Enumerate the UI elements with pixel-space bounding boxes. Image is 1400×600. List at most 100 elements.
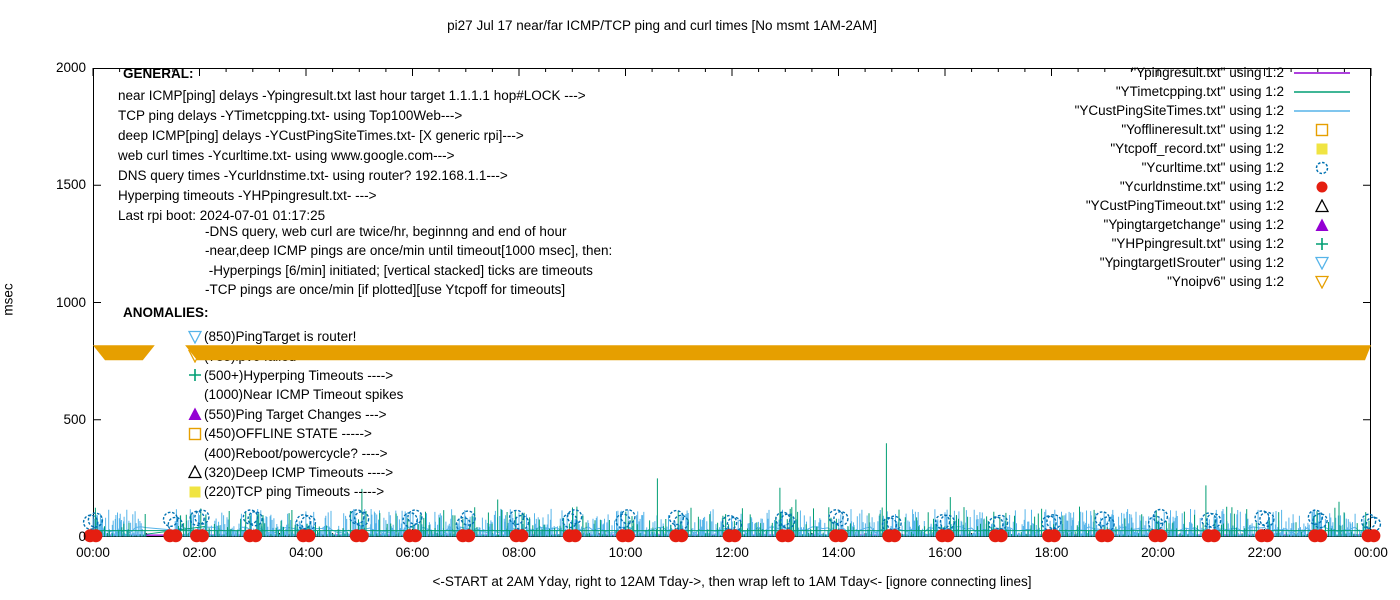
legend-marker (1292, 275, 1352, 289)
anomaly-marker (186, 427, 204, 441)
legend-label: "Yofflineresult.txt" using 1:2 (1121, 122, 1284, 137)
legend-label: "YHPpingresult.txt" using 1:2 (1111, 236, 1284, 251)
plus-marker-icon (189, 369, 201, 382)
anomaly-marker-spacer (186, 388, 204, 402)
legend-marker (1292, 66, 1352, 80)
circle-filled-marker-icon (1316, 181, 1328, 192)
plus-marker-icon (1316, 237, 1328, 250)
anomaly-item: (785)ipv6 failed ----> (186, 346, 403, 365)
square-filled-marker-icon (1316, 143, 1328, 154)
legend-entry: "Ycurltime.txt" using 1:2 (1075, 158, 1352, 177)
legend-label: "Ycurldnstime.txt" using 1:2 (1119, 179, 1284, 194)
tri-down-open-marker-icon (1314, 275, 1330, 289)
x-tick-label: 00:00 (76, 545, 110, 560)
legend-label: "Ytcpoff_record.txt" using 1:2 (1110, 141, 1284, 156)
legend-marker (1292, 104, 1352, 118)
anomaly-text: (1000)Near ICMP Timeout spikes (204, 387, 404, 403)
square-filled-marker-icon (189, 486, 201, 498)
anomaly-text: (400)Reboot/powercycle? ----> (204, 445, 388, 461)
legend-marker (1292, 180, 1352, 194)
legend-marker (1292, 85, 1352, 99)
line-marker-icon (1294, 90, 1350, 93)
anomaly-text: (785)ipv6 failed ----> (204, 348, 326, 364)
anomaly-marker (186, 349, 204, 364)
legend-label: "YCustPingSiteTimes.txt" using 1:2 (1074, 103, 1284, 118)
y-tick-label: 1000 (55, 294, 86, 310)
x-axis-note: <-START at 2AM Yday, right to 12AM Tday-… (432, 574, 1032, 589)
anomaly-text: (320)Deep ICMP Timeouts ----> (204, 464, 394, 480)
anomaly-text: (220)TCP ping Timeouts -----> (204, 484, 385, 500)
legend-marker (1292, 256, 1352, 270)
general-annotation: near ICMP[ping] delays -Ypingresult.txt … (118, 88, 586, 223)
triangle-filled-marker-icon (188, 407, 202, 421)
legend-entry: "YCustPingSiteTimes.txt" using 1:2 (1075, 101, 1352, 120)
anomaly-item: (1000)Near ICMP Timeout spikes (186, 385, 403, 404)
legend-label: "Ycurltime.txt" using 1:2 (1141, 160, 1284, 175)
anomaly-item: (500+)Hyperping Timeouts ----> (186, 366, 403, 385)
chart-title: pi27 Jul 17 near/far ICMP/TCP ping and c… (447, 18, 877, 33)
anomaly-item: (850)PingTarget is router! (186, 327, 403, 346)
x-tick-label: 22:00 (1247, 545, 1282, 560)
general-heading: GENERAL: (123, 66, 194, 81)
x-tick-label: 14:00 (821, 545, 856, 560)
x-tick-label: 08:00 (502, 545, 536, 560)
anomalies-heading: ANOMALIES: (123, 305, 209, 320)
plot-canvas (82, 68, 1382, 543)
line-marker-icon (1294, 71, 1350, 74)
legend-entry: "Ynoipv6" using 1:2 (1075, 272, 1352, 291)
anomaly-text: (550)Ping Target Changes ---> (204, 406, 387, 422)
triangle-filled-marker-icon (1315, 218, 1329, 231)
tri-down-open-marker-icon (187, 330, 203, 345)
anomaly-item: (320)Deep ICMP Timeouts ----> (186, 463, 403, 482)
square-open-marker-icon (188, 427, 202, 440)
y-tick-label: 1500 (55, 177, 86, 193)
legend-entry: "Ycurldnstime.txt" using 1:2 (1075, 177, 1352, 196)
general-notes: -DNS query, web curl are twice/hr, begin… (205, 224, 613, 297)
legend-marker (1292, 218, 1352, 232)
x-tick-label: 04:00 (289, 545, 323, 560)
anomaly-text: (450)OFFLINE STATE -----> (204, 426, 372, 442)
line-marker-icon (1294, 109, 1350, 112)
triangle-open-marker-icon (1314, 198, 1330, 212)
anomaly-marker (186, 485, 204, 499)
x-tick-label: 18:00 (1034, 545, 1069, 560)
plot-area (82, 68, 1382, 543)
x-tick-label: 00:00 (1354, 545, 1388, 560)
x-tick-label: 02:00 (182, 545, 217, 560)
legend-label: "Ynoipv6" using 1:2 (1167, 274, 1284, 289)
anomaly-marker (186, 407, 204, 421)
legend-entry: "Ytcpoff_record.txt" using 1:2 (1075, 139, 1352, 158)
anomaly-marker-spacer (186, 446, 204, 460)
anomaly-item: (220)TCP ping Timeouts -----> (186, 482, 403, 501)
legend-label: "YpingtargetISrouter" using 1:2 (1099, 255, 1284, 270)
legend-label: "YTimetcpping.txt" using 1:2 (1115, 84, 1284, 99)
anomaly-marker (186, 368, 204, 382)
y-tick-label: 500 (63, 411, 86, 427)
y-tick-label: 2000 (55, 60, 86, 75)
legend-entry: "Yofflineresult.txt" using 1:2 (1075, 120, 1352, 139)
x-tick-label: 10:00 (608, 545, 643, 560)
square-open-marker-icon (1315, 123, 1329, 136)
y-tick-label: 0 (78, 529, 86, 544)
tri-down-open-marker-icon (187, 349, 203, 364)
anomaly-text: (500+)Hyperping Timeouts ----> (204, 367, 394, 383)
legend-entry: "YCustPingTimeout.txt" using 1:2 (1075, 196, 1352, 215)
triangle-open-marker-icon (187, 465, 203, 479)
anomaly-item: (550)Ping Target Changes ---> (186, 405, 403, 424)
legend: "Ypingresult.txt" using 1:2 "YTimetcpping… (1075, 63, 1352, 291)
legend-entry: "YHPpingresult.txt" using 1:2 (1075, 234, 1352, 253)
legend-entry: "Ypingtargetchange" using 1:2 (1075, 215, 1352, 234)
anomalies-annotation: (850)PingTarget is router! (785)ipv6 fail… (186, 327, 403, 502)
anomaly-text: (850)PingTarget is router! (204, 329, 357, 345)
tri-down-open-marker-icon (1314, 256, 1330, 270)
anomaly-item: (450)OFFLINE STATE -----> (186, 424, 403, 443)
legend-marker (1292, 142, 1352, 156)
x-tick-label: 16:00 (928, 545, 962, 560)
legend-label: "Ypingresult.txt" using 1:2 (1131, 65, 1284, 80)
anomaly-marker (186, 330, 204, 345)
legend-marker (1292, 198, 1352, 213)
x-tick-label: 12:00 (715, 545, 749, 560)
legend-entry: "YTimetcpping.txt" using 1:2 (1075, 82, 1352, 101)
legend-entry: "YpingtargetISrouter" using 1:2 (1075, 253, 1352, 272)
